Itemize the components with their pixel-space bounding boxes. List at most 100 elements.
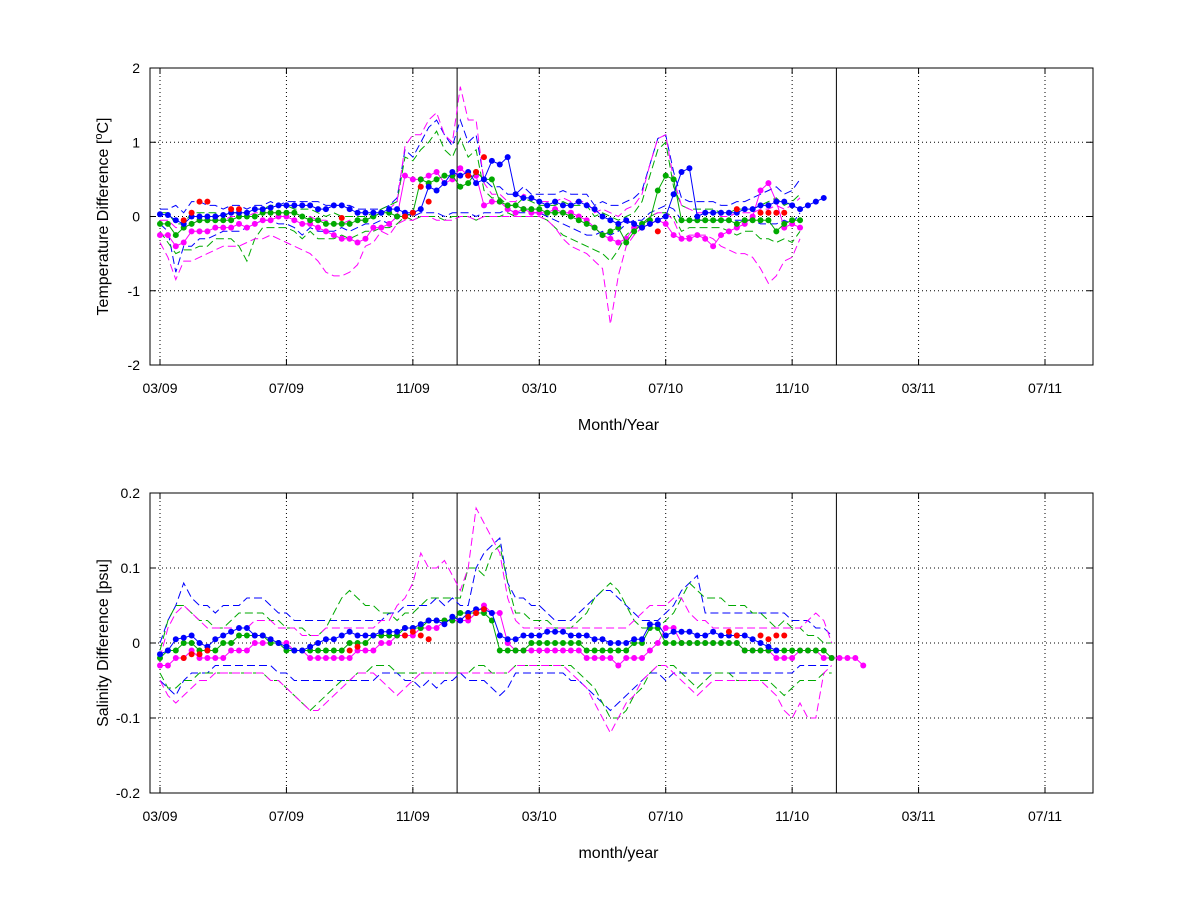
data-point [733,206,740,213]
data-point [212,213,219,220]
data-point [781,632,788,639]
data-point [757,202,764,209]
data-point [749,647,756,654]
data-point [670,191,677,198]
data-point [188,220,195,227]
data-point [228,217,235,224]
data-point [528,194,535,201]
data-point [552,647,559,654]
data-point [172,655,179,661]
data-point [631,220,638,227]
data-point [789,217,796,224]
data-point [157,220,163,227]
data-point [236,632,243,639]
data-point [528,632,535,639]
data-point [172,232,179,239]
data-point [346,647,353,654]
salinity-difference-panel: 03/09 07/09 11/09 03/10 07/10 11/10 03/11 07/11… [95,485,1094,862]
data-point [575,217,582,224]
data-point [607,235,614,242]
data-point [275,209,282,216]
data-point [354,217,361,224]
data-point [646,647,653,654]
data-point [433,625,440,631]
data-point [457,165,464,172]
x-axis-label: month/year [578,845,659,862]
y-axis-label: Salinity Difference [psu] [95,559,112,727]
data-point [670,232,677,239]
data-point [243,647,250,654]
data-point [322,636,329,643]
data-point [394,206,401,213]
data-point [212,224,219,231]
data-point [172,243,179,250]
y-tick-label: 0.2 [121,485,141,501]
data-point [180,634,187,641]
data-point [694,640,701,646]
data-point [710,640,717,646]
data-point [575,632,582,639]
data-point [322,655,329,661]
data-point [220,655,227,661]
data-point [678,640,685,646]
data-point [552,640,559,646]
data-point [275,640,282,646]
data-point [504,647,511,654]
data-point [512,191,519,198]
data-point [196,640,203,646]
data-point [678,235,685,242]
data-point [346,628,353,635]
data-point [188,640,195,646]
data-point [157,651,163,658]
data-point [417,183,424,190]
data-point [686,165,693,172]
data-point [409,628,416,635]
data-point [338,214,345,221]
data-point [781,209,788,216]
x-axis-label: Month/Year [578,417,660,434]
data-point [196,198,203,205]
data-point [457,610,464,616]
data-point [417,621,424,628]
data-point [441,621,448,628]
data-point [488,198,495,205]
data-point [639,224,646,231]
data-point [694,213,701,220]
data-point [797,217,804,224]
temperature-difference-panel: 03/09 07/09 11/09 03/10 07/10 11/10 03/11 07/11… [93,60,1094,434]
data-point [204,198,211,205]
data-point [180,655,187,661]
y-tick-label: 0 [132,209,140,225]
data-point [662,213,669,220]
data-point [512,636,519,643]
data-point [164,647,171,654]
data-point [583,655,590,661]
data-point [757,640,764,646]
data-point [259,640,266,646]
data-point [283,643,290,650]
data-point [536,206,543,213]
data-point [639,636,646,643]
data-point [718,217,725,224]
data-point [212,647,219,654]
data-point [236,647,243,654]
data-point [686,628,693,635]
data-point [797,206,804,213]
data-point [686,640,693,646]
data-point [559,640,566,646]
data-point [741,632,748,639]
data-point [251,206,258,213]
data-point [725,640,732,646]
data-point [362,217,369,224]
data-point [315,217,322,224]
data-point [457,183,464,190]
data-point [362,209,369,216]
data-point [157,211,163,218]
data-point [425,617,432,624]
data-point [583,220,590,227]
x-tick-label: 03/10 [522,380,557,396]
data-point [757,187,764,194]
data-point [496,161,503,168]
data-point [662,632,669,639]
data-point [243,625,250,631]
